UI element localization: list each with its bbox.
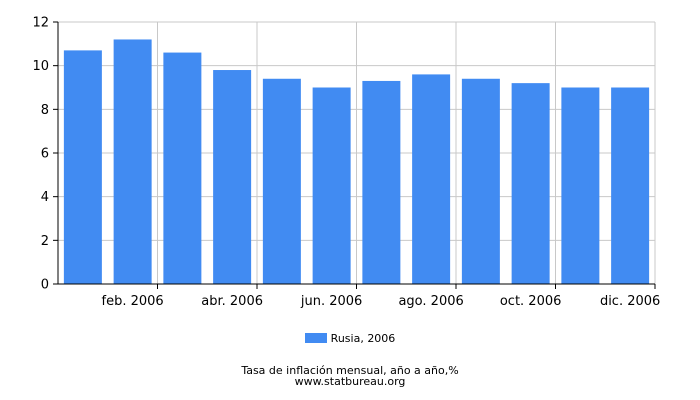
legend: Rusia, 2006: [0, 332, 700, 345]
x-tick-label: abr. 2006: [201, 294, 263, 309]
bar: [611, 87, 650, 284]
bar: [163, 52, 202, 284]
bar: [312, 87, 351, 284]
bar: [63, 50, 102, 285]
bar: [511, 83, 550, 284]
y-tick-label: 12: [32, 16, 49, 31]
y-tick-label: 6: [41, 147, 49, 162]
bar: [412, 74, 451, 285]
source-link: www.statbureau.org: [294, 375, 406, 388]
y-tick-label: 2: [41, 234, 49, 249]
x-tick-label: oct. 2006: [500, 294, 562, 309]
y-tick-label: 0: [41, 278, 49, 293]
chart-caption: Tasa de inflación mensual, año a año,%: [241, 364, 459, 377]
x-tick-label: feb. 2006: [102, 294, 164, 309]
bar: [262, 78, 301, 285]
x-tick-label: dic. 2006: [600, 294, 660, 309]
bar: [113, 39, 152, 284]
y-tick-label: 4: [41, 190, 49, 205]
x-tick-label: ago. 2006: [398, 294, 463, 309]
y-tick-label: 10: [32, 59, 49, 74]
bar: [213, 70, 252, 285]
bar: [561, 87, 600, 284]
bar-chart: 0 2 4 6 8 10 12 feb. 2006 abr. 2006 jun. 2006 ago.…: [32, 16, 660, 310]
legend-label: Rusia, 2006: [330, 332, 396, 345]
x-tick-label: jun. 2006: [300, 294, 362, 309]
bar: [362, 80, 401, 284]
legend-swatch: [304, 333, 327, 343]
bar: [461, 78, 500, 285]
y-tick-label: 8: [41, 103, 49, 118]
